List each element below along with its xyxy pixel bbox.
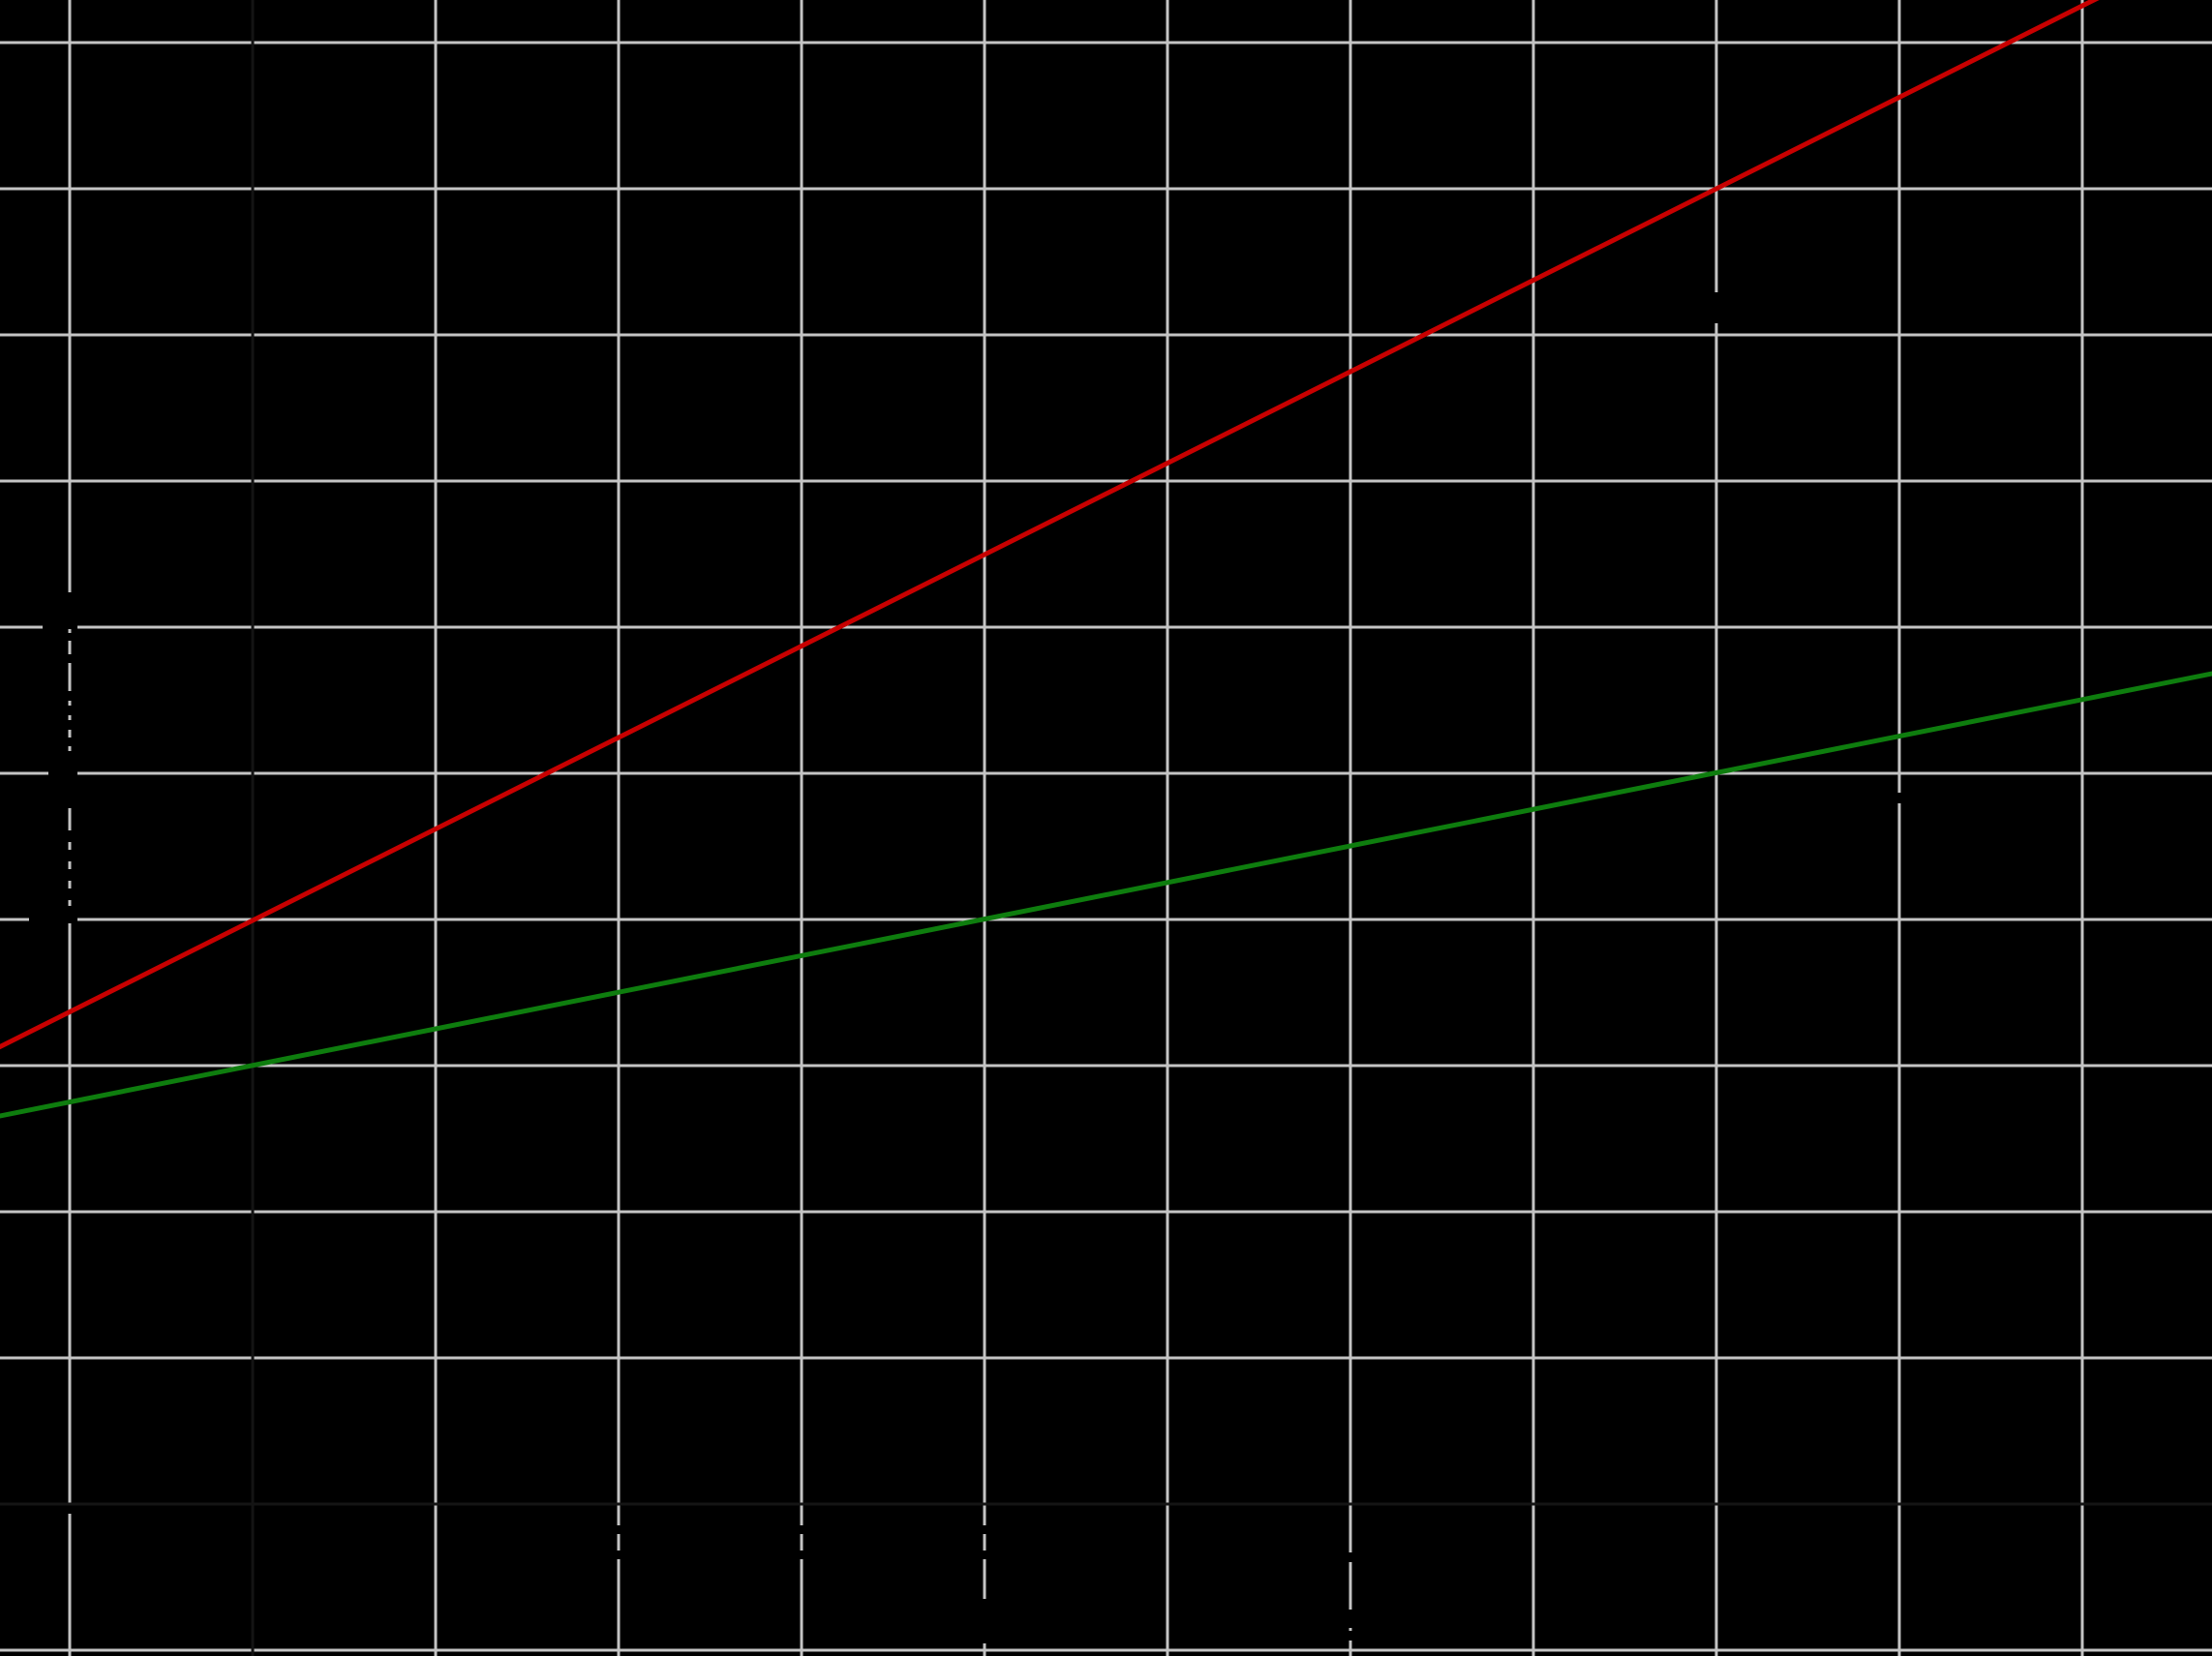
- label-artifact: [64, 738, 77, 746]
- label-artifact: [64, 720, 77, 730]
- label-artifact: [796, 1525, 808, 1534]
- label-artifact: [1709, 292, 1723, 323]
- label-artifact: [979, 1599, 991, 1643]
- label-artifact: [1345, 1610, 1357, 1628]
- label-artifact: [64, 869, 77, 881]
- label-artifact: [1893, 793, 1906, 803]
- label-artifact: [613, 1551, 625, 1559]
- label-artifact: [64, 633, 77, 641]
- label-artifact: [1345, 1631, 1357, 1641]
- label-artifact: [1345, 1552, 1357, 1562]
- label-artifact: [48, 751, 77, 808]
- label-artifact: [64, 691, 77, 701]
- label-artifact: [64, 850, 77, 861]
- label-artifact: [979, 1551, 991, 1559]
- label-artifact: [64, 706, 77, 715]
- label-artifact: [43, 592, 77, 629]
- label-artifact: [29, 906, 77, 923]
- label-artifact: [64, 830, 77, 842]
- label-artifact: [64, 1504, 77, 1514]
- red-line: [0, 0, 2100, 1050]
- label-artifact: [979, 1525, 991, 1534]
- label-artifact: [64, 888, 77, 900]
- label-artifact: [613, 1525, 625, 1534]
- green-line: [0, 671, 2212, 1119]
- label-artifact: [64, 654, 77, 663]
- label-artifact: [796, 1551, 808, 1559]
